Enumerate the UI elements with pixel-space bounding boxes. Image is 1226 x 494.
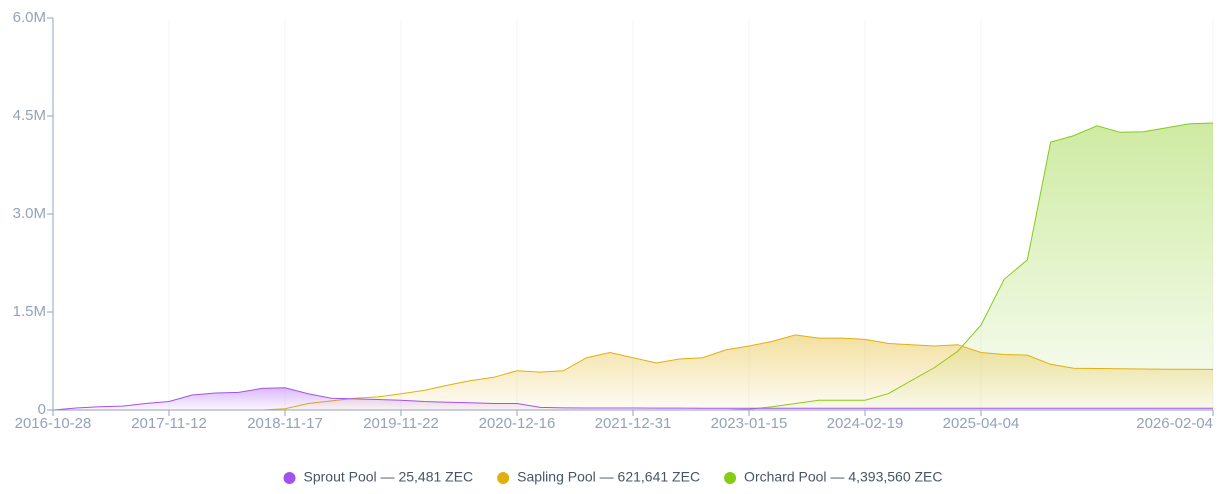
x-tick-label: 2023-01-15: [711, 415, 788, 432]
x-tick-label: 2019-11-22: [363, 415, 439, 432]
legend-label: Sprout Pool — 25,481 ZEC: [304, 469, 474, 485]
y-tick-label: 3.0M: [13, 205, 46, 222]
x-tick-label: 2026-02-04: [1136, 415, 1213, 432]
area-fill: [53, 387, 1213, 410]
legend-label: Sapling Pool — 621,641 ZEC: [517, 469, 700, 485]
legend-swatch: [724, 472, 737, 484]
y-tick-label: 4.5M: [13, 107, 46, 124]
x-tick-label: 2016-10-28: [15, 415, 92, 432]
legend-swatch: [497, 472, 510, 484]
x-tick-label: 2020-12-16: [479, 415, 556, 432]
y-tick-label: 0: [38, 401, 46, 418]
area-fill: [53, 334, 1213, 410]
legend: Sprout Pool — 25,481 ZEC Sapling Pool — 6…: [283, 469, 942, 485]
x-tick-label: 2017-11-12: [131, 415, 207, 432]
y-tick-label: 6.0M: [13, 9, 46, 26]
series-line: [52, 387, 1213, 411]
x-tick-label: 2024-02-19: [827, 415, 904, 432]
legend-swatch: [283, 472, 296, 484]
x-tick-label: 2018-11-17: [247, 415, 323, 432]
legend-label: Orchard Pool — 4,393,560 ZEC: [744, 469, 942, 485]
x-tick-label: 2025-04-04: [943, 415, 1020, 432]
x-tick-label: 2021-12-31: [595, 415, 672, 432]
y-tick-label: 1.5M: [13, 303, 46, 320]
